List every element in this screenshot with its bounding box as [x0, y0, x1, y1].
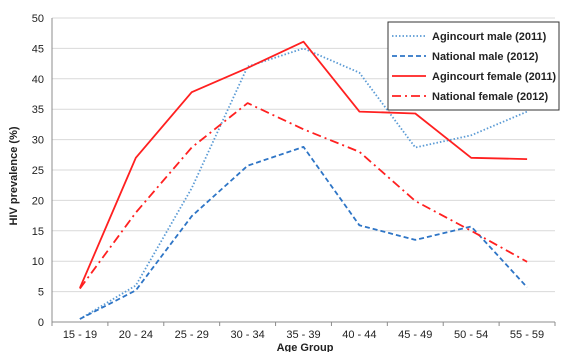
y-tick-label: 15: [32, 226, 44, 238]
x-tick-label: 35 - 39: [286, 329, 320, 341]
x-tick-label: 55 - 59: [510, 329, 544, 341]
y-tick-label: 10: [32, 256, 44, 268]
y-axis-title: HIV prevalence (%): [8, 126, 20, 225]
y-tick-label: 30: [32, 135, 44, 147]
legend-label: Agincourt female (2011): [432, 71, 556, 83]
x-axis-title: Age Group: [277, 342, 334, 352]
y-tick-label: 45: [32, 43, 44, 55]
x-tick-label: 25 - 29: [175, 329, 209, 341]
legend-label: National female (2012): [432, 91, 548, 103]
x-tick-label: 45 - 49: [398, 329, 432, 341]
y-tick-label: 40: [32, 74, 44, 86]
y-tick-label: 20: [32, 195, 44, 207]
x-tick-label: 15 - 19: [63, 329, 97, 341]
y-tick-label: 35: [32, 104, 44, 116]
series-line-4: [79, 102, 528, 290]
x-tick-label: 30 - 34: [230, 329, 264, 341]
series-line-1: [79, 47, 528, 320]
y-tick-label: 50: [32, 13, 44, 25]
legend-label: National male (2012): [432, 51, 539, 63]
legend-label: Agincourt male (2011): [432, 31, 547, 43]
y-tick-label: 25: [32, 165, 44, 177]
x-tick-label: 50 - 54: [454, 329, 488, 341]
series-line-2: [79, 145, 528, 320]
x-tick-label: 20 - 24: [119, 329, 153, 341]
y-tick-label: 0: [38, 317, 44, 329]
x-tick-label: 40 - 44: [342, 329, 376, 341]
series-line-3: [79, 40, 528, 289]
y-tick-label: 5: [38, 287, 44, 299]
